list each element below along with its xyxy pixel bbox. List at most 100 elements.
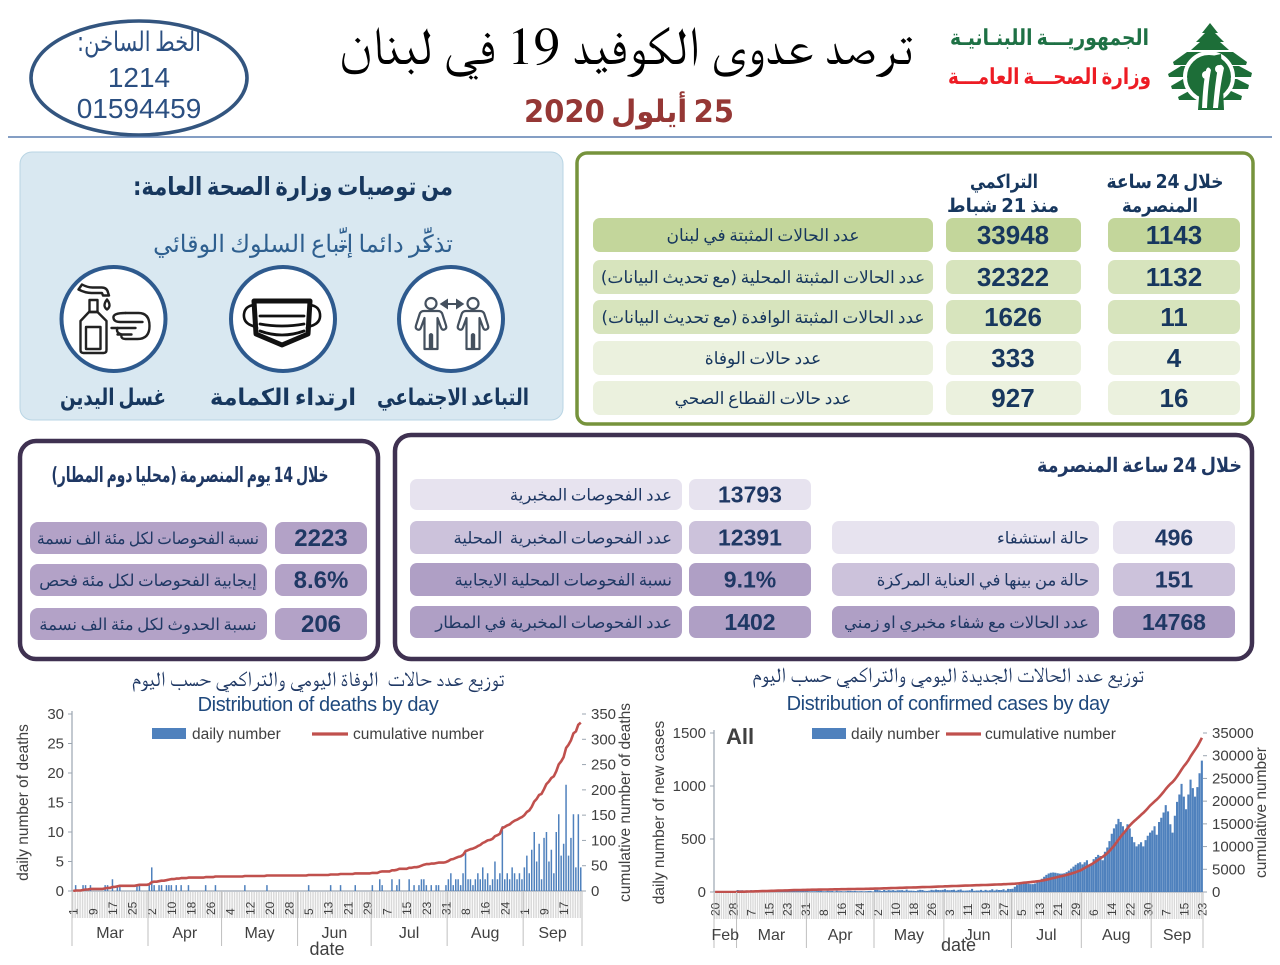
svg-text:927: 927	[991, 383, 1034, 413]
svg-text:16: 16	[479, 901, 493, 915]
svg-text:12: 12	[243, 901, 257, 915]
svg-text:15: 15	[400, 901, 414, 915]
svg-text:2223: 2223	[294, 525, 347, 552]
svg-text:May: May	[244, 925, 274, 942]
svg-text:5: 5	[1015, 909, 1029, 916]
svg-text:Apr: Apr	[172, 925, 198, 942]
svg-text:7: 7	[745, 909, 759, 916]
svg-text:21: 21	[1051, 902, 1065, 916]
svg-text:6: 6	[1087, 909, 1101, 916]
svg-text:100: 100	[591, 832, 616, 849]
svg-text:Jun: Jun	[965, 927, 991, 944]
svg-text:17: 17	[557, 901, 571, 915]
svg-text:0: 0	[56, 883, 64, 900]
svg-text:May: May	[894, 927, 924, 944]
svg-text:5: 5	[56, 854, 64, 871]
svg-text:10: 10	[47, 824, 64, 841]
svg-text:date: date	[941, 935, 976, 955]
svg-text:1402: 1402	[724, 609, 775, 635]
svg-text:20: 20	[47, 765, 64, 782]
svg-text:25: 25	[126, 901, 140, 915]
svg-text:35000: 35000	[1212, 725, 1254, 742]
svg-text:20000: 20000	[1212, 793, 1254, 810]
svg-text:25000: 25000	[1212, 770, 1254, 787]
svg-text:33948: 33948	[977, 220, 1049, 250]
svg-text:15000: 15000	[1212, 816, 1254, 833]
svg-text:All: All	[726, 724, 754, 749]
svg-text:Feb: Feb	[711, 927, 739, 944]
svg-text:24: 24	[853, 902, 867, 916]
svg-text:9.1%: 9.1%	[724, 567, 776, 593]
svg-text:30000: 30000	[1212, 748, 1254, 765]
svg-text:16: 16	[835, 902, 849, 916]
svg-text:13: 13	[1033, 902, 1047, 916]
svg-text:Jul: Jul	[1036, 927, 1056, 944]
svg-text:cumulative number: cumulative number	[1253, 747, 1270, 878]
svg-text:cumulative number: cumulative number	[353, 726, 484, 743]
svg-text:15: 15	[47, 795, 64, 812]
svg-text:350: 350	[591, 706, 616, 723]
svg-text:10: 10	[889, 902, 903, 916]
svg-text:10000: 10000	[1212, 839, 1254, 856]
svg-text:15: 15	[1177, 902, 1191, 916]
svg-text:Apr: Apr	[828, 927, 854, 944]
svg-text:3: 3	[943, 909, 957, 916]
svg-text:333: 333	[991, 343, 1034, 373]
svg-text:20: 20	[263, 901, 277, 915]
svg-text:23: 23	[781, 902, 795, 916]
svg-text:22: 22	[1123, 902, 1137, 916]
svg-text:15: 15	[763, 902, 777, 916]
svg-text:daily number of new cases: daily number of new cases	[651, 720, 668, 904]
svg-text:10: 10	[165, 901, 179, 915]
svg-text:1143: 1143	[1146, 220, 1202, 250]
svg-text:1500: 1500	[673, 725, 706, 742]
svg-text:Sep: Sep	[1163, 927, 1192, 944]
svg-text:19: 19	[979, 902, 993, 916]
svg-text:Aug: Aug	[471, 925, 499, 942]
svg-text:23: 23	[420, 901, 434, 915]
svg-text:4: 4	[224, 908, 238, 915]
svg-text:8: 8	[459, 908, 473, 915]
svg-text:Jun: Jun	[321, 925, 347, 942]
svg-text:14768: 14768	[1142, 609, 1206, 635]
svg-text:Jul: Jul	[399, 925, 419, 942]
svg-text:27: 27	[997, 902, 1011, 916]
svg-text:50: 50	[591, 858, 608, 875]
svg-text:2: 2	[871, 909, 885, 916]
svg-text:11: 11	[1160, 302, 1188, 332]
svg-text:2: 2	[145, 908, 159, 915]
svg-text:date: date	[309, 939, 344, 959]
svg-text:Mar: Mar	[96, 925, 124, 942]
svg-text:8.6%: 8.6%	[294, 567, 349, 594]
svg-text:4: 4	[1167, 343, 1182, 373]
svg-text:1626: 1626	[984, 302, 1042, 332]
svg-text:11: 11	[961, 903, 975, 916]
svg-text:16: 16	[1160, 383, 1189, 413]
svg-text:31: 31	[439, 901, 453, 915]
svg-text:30: 30	[1141, 902, 1155, 916]
svg-text:20: 20	[709, 902, 723, 916]
svg-text:cumulative number of deaths: cumulative number of deaths	[617, 703, 634, 902]
svg-text:26: 26	[204, 901, 218, 915]
svg-text:7: 7	[1159, 909, 1173, 916]
svg-text:1132: 1132	[1146, 262, 1202, 292]
svg-text:300: 300	[591, 731, 616, 748]
svg-text:26: 26	[925, 902, 939, 916]
svg-text:5: 5	[302, 908, 316, 915]
svg-text:500: 500	[681, 831, 706, 848]
svg-text:5000: 5000	[1212, 861, 1245, 878]
svg-text:Distribution of deaths by day: Distribution of deaths by day	[198, 694, 439, 716]
svg-text:31: 31	[799, 902, 813, 916]
svg-text:daily number of deaths: daily number of deaths	[15, 724, 32, 881]
svg-text:32322: 32322	[977, 262, 1049, 292]
svg-text:496: 496	[1155, 525, 1193, 551]
svg-text:29: 29	[361, 901, 375, 915]
svg-text:17: 17	[106, 901, 120, 915]
svg-text:13793: 13793	[718, 482, 782, 508]
svg-text:8: 8	[817, 909, 831, 916]
svg-text:30: 30	[47, 706, 64, 723]
svg-text:250: 250	[591, 757, 616, 774]
svg-text:151: 151	[1155, 567, 1194, 593]
svg-text:150: 150	[591, 807, 616, 824]
svg-text:7: 7	[381, 908, 395, 915]
